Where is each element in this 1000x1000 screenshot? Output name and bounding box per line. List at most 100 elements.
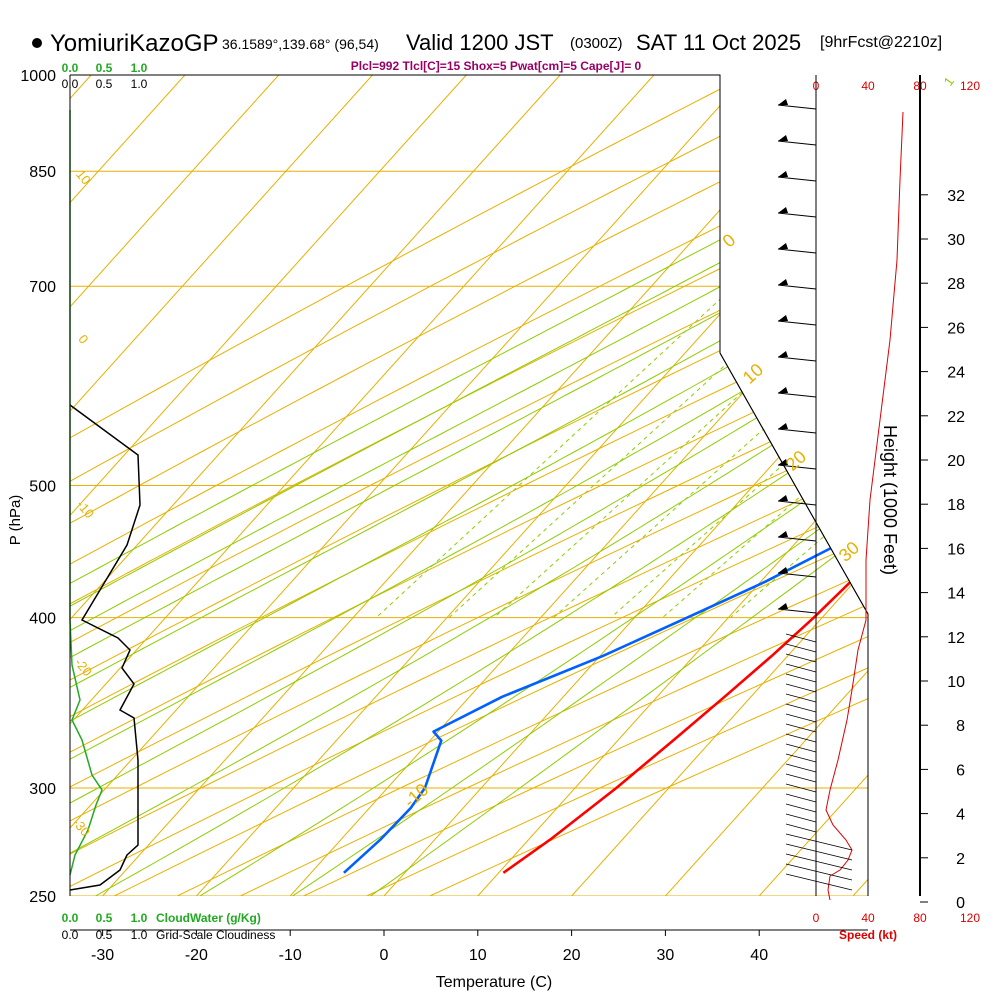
moist-adiabat-line: [70, 75, 868, 896]
wind-barb-staff: [785, 823, 817, 833]
isotherm-line: [852, 75, 868, 896]
wind-barb-flag: [778, 603, 788, 609]
wind-barb-staff: [785, 653, 817, 663]
moist-adiabat-line: [95, 75, 868, 896]
isotherm-line: [70, 75, 561, 896]
cloud-water-tick-bottom: 0.0: [62, 911, 79, 925]
wind-barb-staff: [785, 773, 817, 783]
wind-barb-staff: [785, 833, 853, 851]
speed-axis-title: Speed (kt): [839, 928, 897, 942]
wind-barb-staff: [777, 608, 817, 614]
wind-barb-staff: [785, 723, 817, 733]
wind-barb-staff: [785, 673, 817, 683]
dry-adiabat-line: [70, 75, 868, 896]
wind-barb-flag: [778, 459, 788, 465]
wind-barb-flag: [778, 495, 788, 501]
speed-tick-bottom: 0: [813, 911, 820, 925]
height-tick-label: 26: [947, 320, 965, 337]
wind-barb-staff: [777, 356, 817, 362]
indices-text: Plcl=992 Tlcl[C]=15 Shox=5 Pwat[cm]=5 Ca…: [351, 59, 642, 73]
wind-barb-staff: [777, 140, 817, 146]
wind-barb-staff: [785, 803, 817, 813]
station-coords: 36.1589°,139.68° (96,54): [222, 36, 379, 52]
diagram-grid: [70, 75, 868, 896]
mixing-ratio-line: [662, 75, 868, 619]
cloudiness-tick-bottom: 0.0: [62, 928, 79, 942]
temp-tick-label: 40: [750, 947, 768, 964]
pressure-tick-label: 500: [29, 479, 56, 496]
height-tick-label: 8: [956, 718, 965, 735]
wind-panel: 0040408080120120024681012141618202224262…: [777, 75, 980, 925]
mixing-ratio-line: [730, 75, 868, 619]
wind-barb-staff: [777, 284, 817, 290]
height-tick-label: 18: [947, 497, 965, 514]
dry-adiabat-line: [70, 75, 868, 896]
height-tick-label: 6: [956, 762, 965, 779]
isotherm-line: [571, 75, 868, 896]
wind-barb-staff: [785, 873, 853, 891]
height-tick-label: 16: [947, 541, 965, 558]
height-tick-label: 32: [947, 188, 965, 205]
speed-tick-bottom: 80: [913, 911, 927, 925]
wind-barb-staff: [785, 843, 853, 861]
y-axis-title: P (hPa): [7, 495, 24, 546]
wind-barb-flag: [778, 207, 788, 213]
cloudiness-tick-bottom: 0.5: [96, 928, 113, 942]
wind-barb-staff: [785, 703, 817, 713]
cloudiness-line: [69, 404, 141, 891]
wind-barb-flag: [778, 99, 788, 105]
pressure-tick-label: 300: [29, 781, 56, 798]
cloud-water-tick-top: 1.0: [131, 61, 148, 75]
height-axis-title: Height (1000 Feet): [880, 425, 900, 575]
wind-barb-staff: [777, 212, 817, 218]
dry-adiabat-line: [70, 75, 748, 896]
isotherm-line: [70, 75, 655, 896]
wind-barb-staff: [785, 783, 817, 793]
temp-tick-label: -10: [279, 947, 302, 964]
dry-adiabat-line: [70, 75, 868, 896]
temp-tick-label: 30: [657, 947, 675, 964]
isotherm-line: [70, 75, 373, 896]
wind-barb-flag: [778, 351, 788, 357]
temp-tick-label: 20: [563, 947, 581, 964]
cloudiness-tick-top: 0.5: [96, 77, 113, 91]
wind-barb-flag: [778, 135, 788, 141]
dry-adiabat-line: [70, 75, 842, 896]
mixing-ratio-label: 1: [941, 74, 957, 89]
wind-barb-staff: [785, 763, 817, 773]
isotherm-line: [383, 75, 868, 896]
wind-barb-flag: [778, 531, 788, 537]
cloud-water-tick-bottom: 0.5: [96, 911, 113, 925]
temp-tick-label: -20: [185, 947, 208, 964]
wind-barb-staff: [777, 464, 817, 470]
height-tick-label: 4: [956, 807, 965, 824]
cloud-panel: 0.00.00.50.51.01.00.00.00.50.51.01.0: [62, 61, 148, 942]
wind-barb-staff: [785, 683, 817, 693]
wind-barb-staff: [777, 248, 817, 254]
dry-adiabat-label: 10: [73, 167, 94, 188]
pressure-tick-label: 250: [29, 889, 56, 906]
cloud-water-line: [69, 110, 103, 876]
isotherm-label: 0: [719, 230, 740, 252]
wind-barb-staff: [785, 753, 817, 763]
pressure-tick-label: 700: [29, 279, 56, 296]
wind-barb-flag: [778, 423, 788, 429]
dry-adiabat-line: [70, 75, 868, 896]
isotherm-label: 30: [835, 537, 863, 565]
wind-barb-staff: [785, 793, 817, 803]
frame-diagonal: [719, 352, 869, 615]
dry-adiabat-line: [70, 75, 868, 896]
forecast-info: [9hrFcst@2210z]: [820, 34, 943, 51]
wind-barb-flag: [778, 315, 788, 321]
wind-barb-staff: [777, 104, 817, 110]
moist-adiabat-line: [70, 75, 868, 896]
wind-barb-staff: [785, 733, 817, 743]
isotherm-line: [70, 75, 280, 896]
mixing-ratio-line: [553, 75, 868, 619]
height-tick-label: 22: [947, 409, 965, 426]
wind-barb-staff: [785, 863, 853, 881]
cloudiness-label: Grid-Scale Cloudiness: [156, 928, 275, 942]
dry-adiabat-line: [70, 75, 868, 896]
isotherm-line: [70, 75, 467, 896]
